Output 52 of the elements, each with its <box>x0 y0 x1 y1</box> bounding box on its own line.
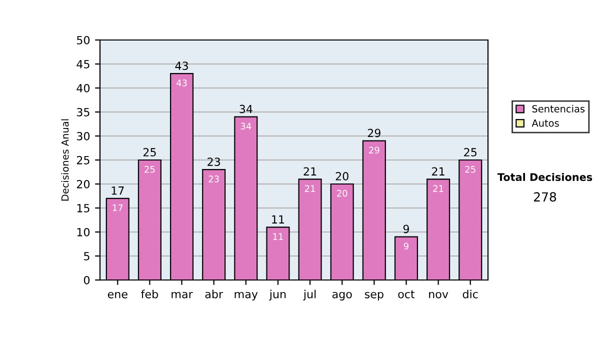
data-label: 34 <box>240 122 252 130</box>
y-tick-label: 25 <box>76 156 90 164</box>
total-label: 21 <box>304 167 316 176</box>
y-axis-title: Decisiones Anual <box>61 119 69 201</box>
x-tick-label: sep <box>364 292 384 300</box>
x-tick-label: ago <box>332 292 352 300</box>
data-label: 23 <box>208 176 219 182</box>
x-tick-label: may <box>234 292 258 300</box>
x-tick-label: feb <box>141 290 158 298</box>
y-tick-label: 50 <box>76 36 90 44</box>
x-tick-label: abr <box>205 290 224 298</box>
data-label: 20 <box>337 190 348 197</box>
x-tick-label: oct <box>398 290 415 298</box>
y-tick-label: 30 <box>76 132 90 140</box>
x-tick-label: mar <box>172 292 193 298</box>
y-tick-label: 20 <box>76 180 90 188</box>
y-tick-label: 10 <box>77 228 90 236</box>
total-label: 21 <box>432 167 444 176</box>
y-tick-label: 0 <box>84 276 90 284</box>
x-tick-label: nov <box>429 292 448 298</box>
total-label: 9 <box>403 224 409 234</box>
x-tick-label: ene <box>108 292 128 298</box>
total-label: 43 <box>175 62 188 70</box>
total-label: 17 <box>112 186 124 195</box>
total-label: 23 <box>208 158 220 166</box>
data-label: 43 <box>176 80 187 86</box>
data-label: 17 <box>112 204 123 212</box>
data-label: 25 <box>144 166 155 173</box>
total-label: 11 <box>272 215 284 224</box>
data-label: 9 <box>404 242 408 250</box>
legend-label: Autos <box>532 120 559 127</box>
x-tick-label: dic <box>462 290 478 298</box>
text: 278 <box>534 192 556 202</box>
y-tick-label: 40 <box>76 84 90 92</box>
total-label: 34 <box>240 104 252 114</box>
total-label: 25 <box>464 148 476 156</box>
x-tick-label: jul <box>303 290 316 300</box>
total-label: 25 <box>143 148 156 156</box>
data-label: 11 <box>273 233 283 240</box>
data-label: 21 <box>433 185 444 192</box>
data-label: 25 <box>465 166 476 173</box>
total-label: 20 <box>336 172 348 180</box>
text: Total Decisiones <box>497 172 592 182</box>
y-tick-label: 45 <box>76 60 90 68</box>
data-label: 21 <box>304 185 315 192</box>
y-tick-label: 35 <box>76 108 90 116</box>
data-label: 29 <box>369 146 380 154</box>
y-tick-label: 15 <box>77 204 90 212</box>
total-label: 29 <box>368 128 380 138</box>
legend-label: Sentencias <box>532 104 585 112</box>
y-tick-label: 5 <box>84 252 90 260</box>
x-tick-label: jun <box>269 290 286 300</box>
